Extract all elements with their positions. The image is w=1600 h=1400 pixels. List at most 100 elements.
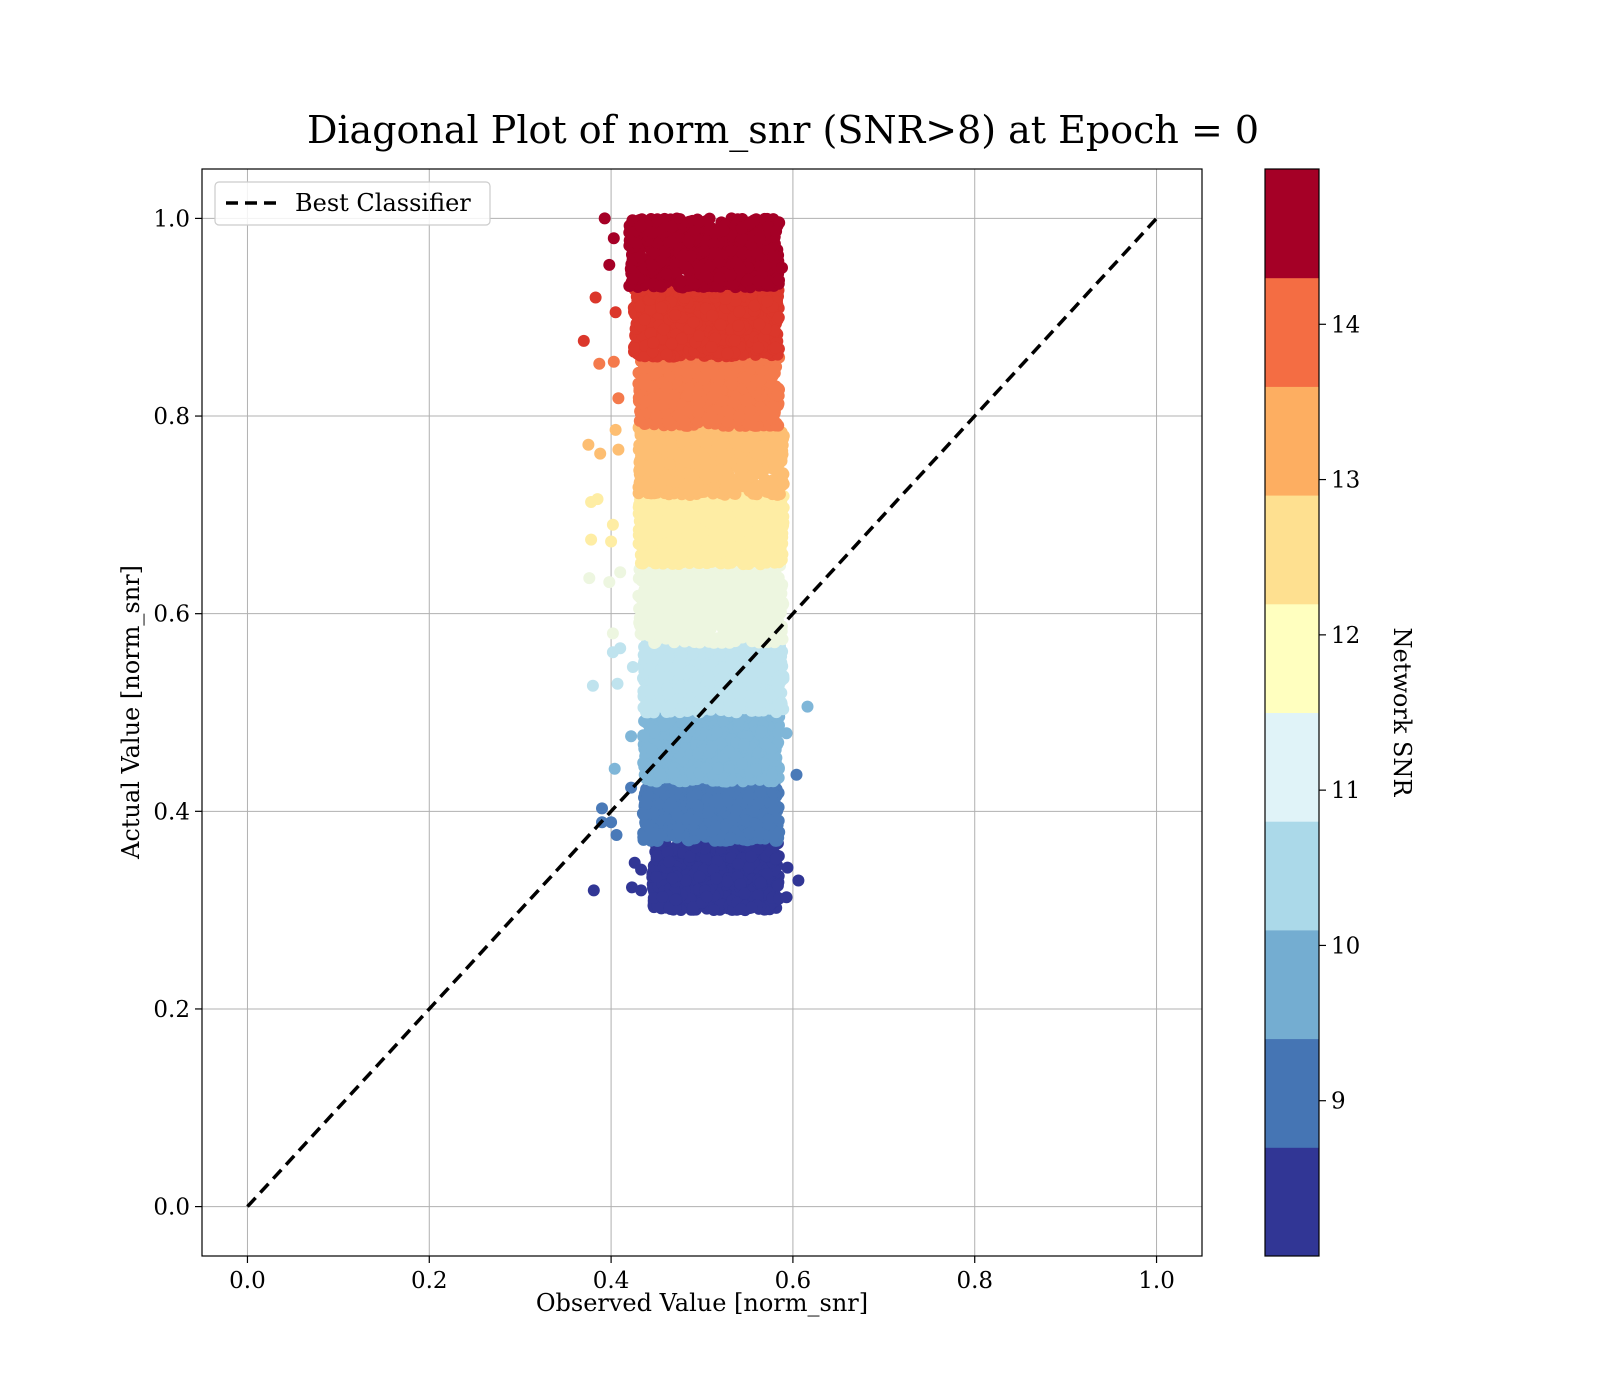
scatter-point <box>647 808 660 820</box>
scatter-point <box>683 850 696 863</box>
scatter-point <box>650 532 663 545</box>
scatter-point <box>668 741 680 754</box>
scatter-point <box>640 428 653 441</box>
scatter-point <box>771 588 784 601</box>
scatter-point <box>705 741 718 754</box>
scatter-band-6 <box>632 420 790 501</box>
scatter-point <box>686 790 699 803</box>
scatter-point <box>751 818 764 831</box>
scatter-point <box>656 891 669 903</box>
scatter-point <box>700 762 713 774</box>
scatter-point <box>773 511 786 524</box>
scatter-point <box>725 656 737 668</box>
scatter-point <box>652 583 664 595</box>
scatter-point <box>770 852 783 865</box>
scatter-point <box>751 889 764 902</box>
scatter-point <box>762 605 774 618</box>
scatter-point <box>756 578 769 591</box>
scatter-point <box>748 507 761 520</box>
scatter-point <box>635 574 648 587</box>
scatter-point <box>735 903 747 915</box>
scatter-point <box>777 478 790 490</box>
scatter-point <box>718 542 731 555</box>
scatter-point <box>774 554 787 566</box>
scatter-point <box>663 855 675 868</box>
scatter-point <box>700 890 713 903</box>
scatter-point <box>730 804 743 817</box>
scatter-point <box>745 901 758 914</box>
scatter-point <box>698 451 710 464</box>
scatter-point <box>757 530 770 543</box>
scatter-point <box>710 726 723 739</box>
scatter-band-2 <box>637 706 786 788</box>
scatter-point <box>745 850 757 863</box>
scatter-point <box>724 832 737 845</box>
scatter-point <box>747 568 760 581</box>
scatter-point <box>672 822 685 835</box>
scatter-point <box>771 879 784 892</box>
scatter-point <box>673 655 686 667</box>
scatter-point <box>685 665 698 678</box>
scatter-point <box>678 588 691 601</box>
scatter-point <box>757 594 770 607</box>
scatter-point <box>761 868 773 880</box>
scatter-point <box>685 680 698 693</box>
scatter-point <box>726 574 739 587</box>
scatter-point <box>662 508 675 520</box>
scatter-point <box>726 813 739 826</box>
scatter-point <box>640 797 653 810</box>
scatter-point <box>743 790 755 803</box>
scatter-point <box>774 543 787 556</box>
scatter-point <box>766 796 779 809</box>
scatter-point <box>772 438 785 451</box>
scatter-point <box>742 861 755 874</box>
scatter-point <box>679 532 692 545</box>
scatter-point <box>738 738 750 751</box>
scatter-point <box>754 785 767 798</box>
scatter-point <box>776 467 789 480</box>
scatter-point <box>697 574 710 587</box>
scatter-point <box>756 481 769 494</box>
scatter-point <box>698 604 711 616</box>
scatter-point <box>637 685 650 698</box>
scatter-point <box>682 812 695 825</box>
scatter-point <box>749 763 762 776</box>
scatter-point <box>755 725 768 738</box>
scatter-point <box>650 871 663 883</box>
scatter-point <box>676 500 689 512</box>
scatter-point <box>669 893 682 906</box>
scatter-point <box>681 467 694 480</box>
scatter-point <box>692 481 705 493</box>
scatter-point <box>693 585 705 598</box>
scatter-point <box>751 842 764 855</box>
scatter-point <box>698 842 711 855</box>
scatter-point <box>766 484 779 496</box>
scatter-point <box>645 744 658 757</box>
scatter-band-1 <box>636 775 786 847</box>
scatter-point <box>709 486 722 499</box>
scatter-point <box>773 826 786 839</box>
scatter-point <box>648 724 661 737</box>
scatter-point <box>754 876 767 889</box>
scatter-point <box>699 468 712 481</box>
scatter-point <box>745 633 758 646</box>
scatter-point <box>725 774 738 787</box>
scatter-point <box>659 659 672 672</box>
scatter-point <box>644 652 657 665</box>
scatter-band-3 <box>637 637 790 719</box>
scatter-point <box>656 621 669 634</box>
scatter-point <box>714 737 727 750</box>
scatter-point <box>679 874 692 887</box>
scatter-point <box>714 463 727 476</box>
scatter-point <box>751 692 764 705</box>
scatter-band-0 <box>646 835 786 917</box>
scatter-point <box>687 901 700 913</box>
scatter-point <box>775 696 788 709</box>
scatter-band-4 <box>632 558 790 649</box>
scatter-point <box>722 745 735 758</box>
scatter-point <box>650 454 663 466</box>
scatter-point <box>775 656 788 669</box>
scatter-point <box>752 747 765 759</box>
scatter-point <box>663 902 676 914</box>
scatter-point <box>666 872 679 885</box>
